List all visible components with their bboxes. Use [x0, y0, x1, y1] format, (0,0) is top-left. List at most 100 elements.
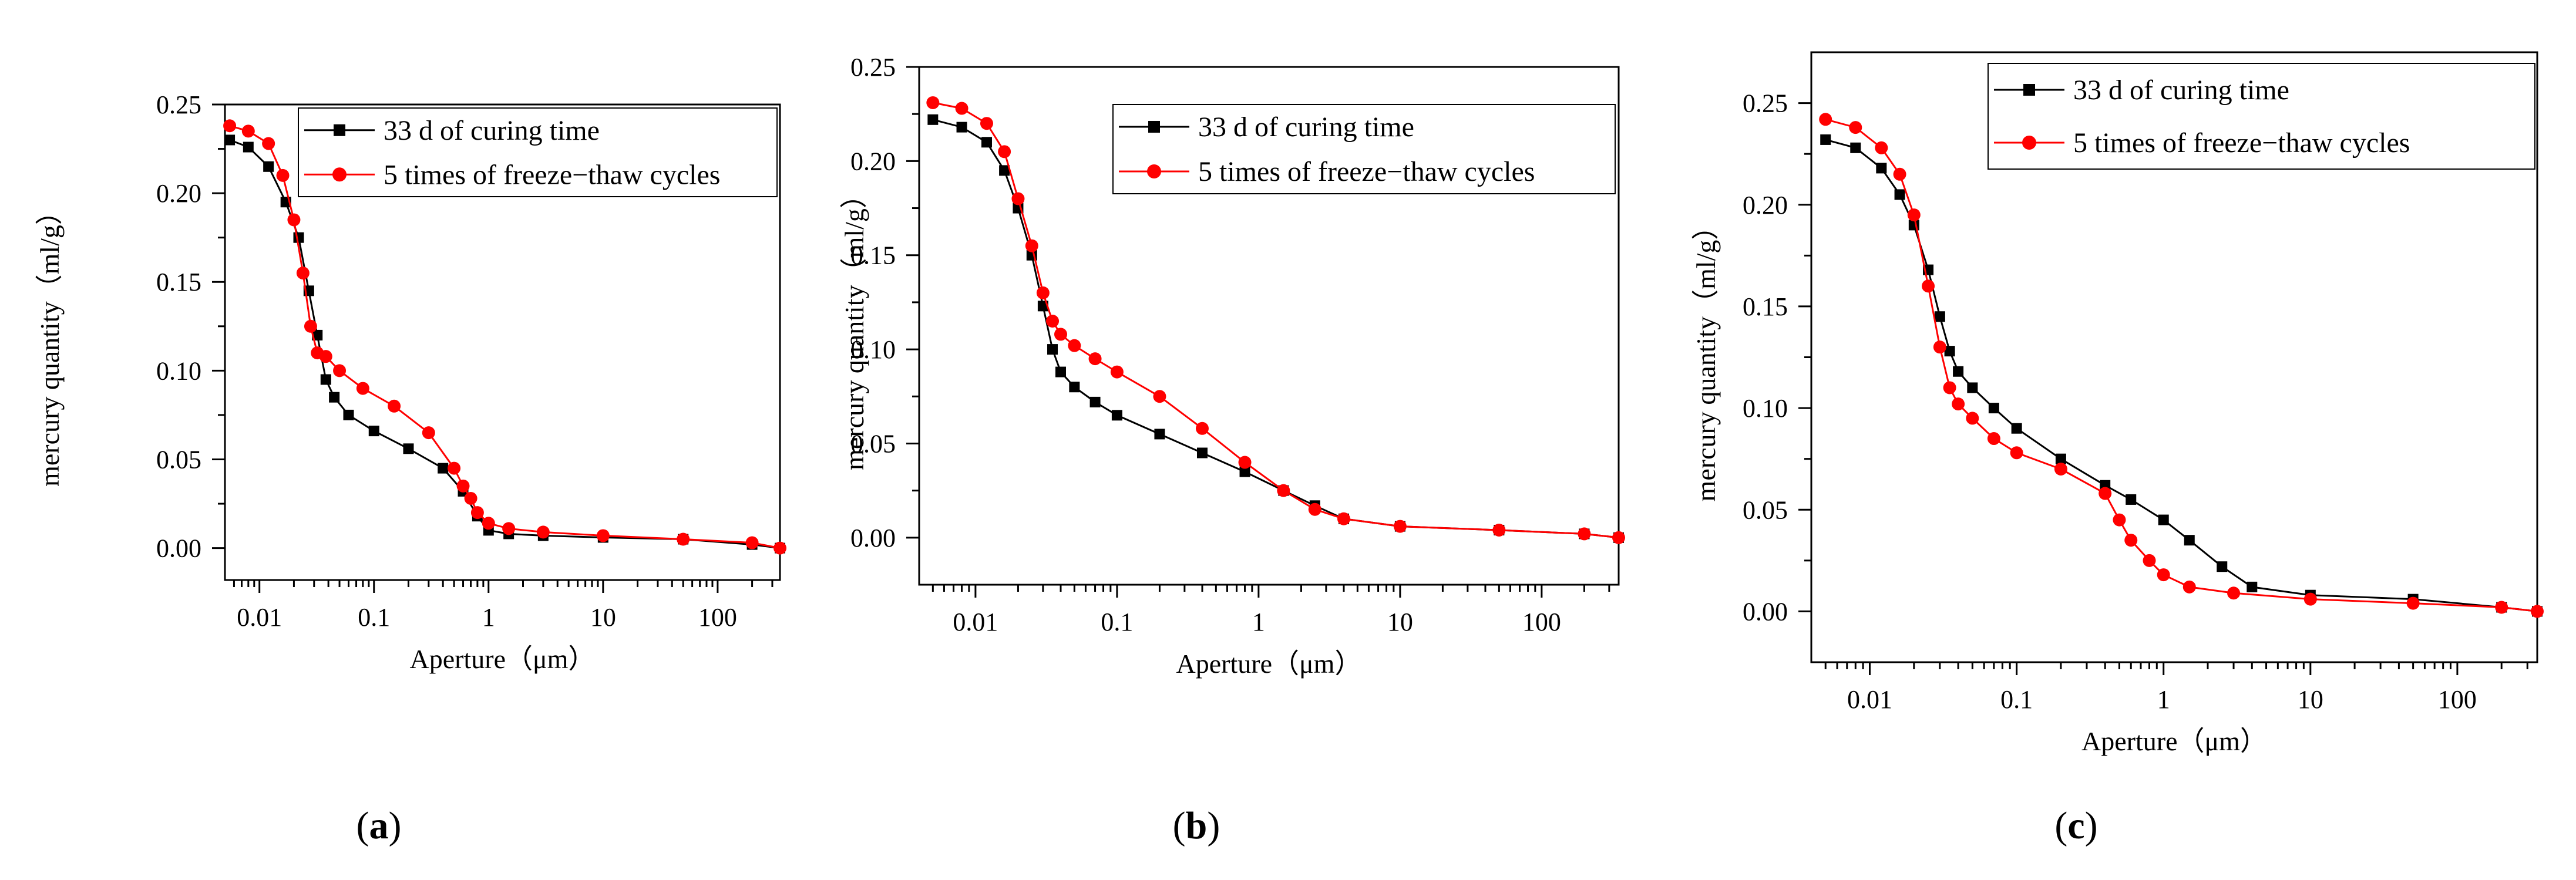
- y-tick-label: 0.10: [1743, 394, 1788, 423]
- x-tick-label: 0.1: [358, 603, 390, 632]
- data-point: [304, 319, 317, 333]
- data-point: [329, 392, 340, 403]
- plot-frame: [918, 66, 1620, 586]
- data-point: [1893, 167, 1906, 181]
- data-point: [368, 426, 379, 437]
- data-point: [448, 461, 461, 475]
- x-tick-label: 10: [590, 603, 616, 632]
- data-point: [502, 522, 516, 535]
- x-tick-label: 0.1: [2000, 685, 2033, 714]
- data-point: [1011, 192, 1025, 205]
- data-point: [2303, 592, 2317, 606]
- data-point: [2157, 568, 2170, 582]
- series-line: [933, 102, 1619, 539]
- y-tick-label: 0.20: [1743, 191, 1788, 220]
- legend-label: 5 times of freeze−thaw cycles: [2073, 127, 2410, 159]
- data-point: [333, 364, 347, 377]
- x-tick-label: 1: [2157, 685, 2170, 714]
- data-point: [677, 532, 690, 546]
- data-point: [388, 399, 401, 413]
- chart-panel-a: 0.01 0.1 1 10 100 0.00 0.05 0.10 0.15 0.20 0.25 Ape…: [35, 90, 786, 847]
- legend-marker: [334, 124, 345, 136]
- y-tick-label: 0.00: [156, 534, 201, 563]
- data-point: [1238, 456, 1252, 469]
- data-point: [1952, 397, 1965, 411]
- data-point: [276, 168, 290, 182]
- panel-label: (b): [1173, 804, 1220, 847]
- data-point: [296, 267, 310, 280]
- legend-marker: [1147, 164, 1161, 178]
- y-tick-label: 0.15: [156, 268, 201, 296]
- data-point: [2182, 580, 2196, 594]
- series-line: [229, 139, 781, 549]
- legend-marker: [332, 167, 347, 182]
- data-point: [1239, 466, 1250, 477]
- data-point: [312, 329, 323, 340]
- data-point: [1492, 523, 1506, 537]
- series-freeze-thaw: [926, 96, 1625, 544]
- x-tick-label: 100: [1522, 608, 1561, 636]
- y-axis-title: mercury quantity（ml/g）: [1691, 213, 1721, 502]
- y-axis-title: mercury quantity（ml/g）: [35, 198, 65, 487]
- data-point: [998, 145, 1011, 159]
- data-point: [2495, 601, 2508, 614]
- data-point: [422, 426, 435, 440]
- data-point: [1922, 279, 1935, 293]
- legend-box: [298, 107, 778, 197]
- data-point: [1850, 142, 1861, 153]
- series-line: [229, 124, 781, 549]
- data-point: [1068, 339, 1081, 352]
- x-tick-label: 1: [482, 603, 495, 632]
- data-point: [223, 119, 237, 133]
- legend: 33 d of curing time 5 times of freeze−tha…: [298, 107, 778, 197]
- legend-marker: [2022, 136, 2036, 150]
- legend-label: 33 d of curing time: [1198, 112, 1414, 143]
- x-axis-title: Aperture（μm）: [2081, 726, 2267, 756]
- x-axis-title: Aperture（μm）: [1176, 649, 1362, 679]
- data-point: [1196, 447, 1208, 458]
- data-point: [2124, 534, 2138, 547]
- data-point: [2055, 453, 2066, 464]
- y-tick-label: 0.10: [156, 356, 201, 385]
- series-curing-time: [224, 134, 785, 554]
- data-point: [2099, 487, 2112, 500]
- legend: 33 d of curing time 5 times of freeze−tha…: [1988, 63, 2535, 170]
- data-point: [1953, 366, 1964, 377]
- data-point: [1195, 422, 1209, 435]
- data-point: [2227, 586, 2241, 600]
- data-point: [262, 137, 275, 150]
- legend-box: [1112, 104, 1616, 194]
- data-point: [1934, 311, 1945, 322]
- data-point: [2217, 561, 2228, 572]
- chart-panel-c: 0.01 0.1 1 10 100 0.00 0.05 0.10 0.15 0.20 0.25 Ape…: [1691, 51, 2544, 847]
- x-tick-label: 0.01: [953, 608, 998, 636]
- data-point: [980, 117, 993, 130]
- legend-marker: [1148, 121, 1160, 133]
- data-point: [1819, 113, 1832, 126]
- data-point: [1046, 314, 1060, 328]
- x-tick-label: 10: [2298, 685, 2323, 714]
- legend-label: 5 times of freeze−thaw cycles: [1198, 156, 1535, 187]
- data-point: [1612, 531, 1625, 544]
- series-line: [1825, 118, 2538, 612]
- data-point: [464, 491, 477, 505]
- data-point: [1988, 403, 1999, 414]
- legend: 33 d of curing time 5 times of freeze−tha…: [1112, 104, 1616, 194]
- data-point: [403, 443, 414, 454]
- x-tick-label: 0.01: [237, 603, 282, 632]
- y-tick-label: 0.25: [156, 90, 201, 119]
- y-axis-title: mercury quantity（ml/g）: [839, 181, 869, 470]
- data-point: [1933, 340, 1946, 354]
- data-point: [1849, 121, 1862, 134]
- series-line: [1825, 139, 2538, 612]
- data-point: [243, 141, 254, 153]
- data-point: [2406, 596, 2420, 610]
- data-point: [1036, 286, 1050, 299]
- data-point: [2054, 462, 2067, 476]
- y-tick-label: 0.05: [1743, 495, 1788, 524]
- data-point: [482, 517, 495, 530]
- data-point: [456, 479, 470, 493]
- plot-frame: [224, 103, 781, 581]
- data-point: [356, 382, 369, 395]
